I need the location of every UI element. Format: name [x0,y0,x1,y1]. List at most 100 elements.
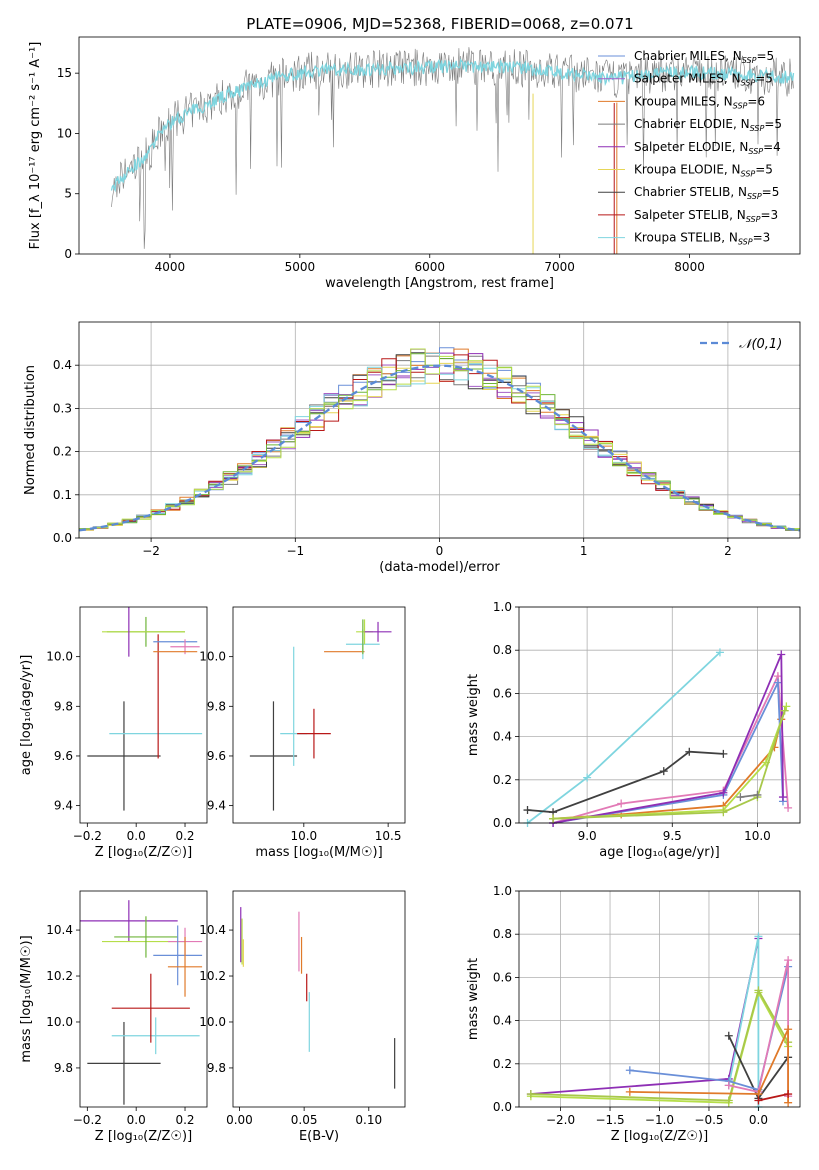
plot-area [526,932,793,1111]
x-tick-label: −0.5 [694,1113,723,1127]
y-tick-label: 9.4 [207,799,226,813]
x-tick-label: 10.5 [375,829,402,843]
y-tick-label: 9.8 [207,699,226,713]
x-tick-label: 10.0 [290,829,317,843]
figure-title: PLATE=0906, MJD=52368, FIBERID=0068, z=0… [246,15,633,33]
plot-area [79,347,800,538]
plus-marker [715,648,724,657]
plot-area [249,619,392,811]
y-tick-label: 9.4 [54,799,73,813]
plot-area [110,47,795,254]
legend-entry: Salpeter ELODIE, NSSP=4 [634,140,781,156]
x-axis-label: mass [log₁₀(M/M☉)] [255,845,382,860]
plus-marker [659,767,668,776]
y-axis-label: Flux [f_λ 10⁻¹⁷ erg cm⁻² s⁻¹ A⁻¹] [28,42,43,250]
plus-marker [784,803,793,812]
x-tick-label: −2.0 [546,1113,575,1127]
y-tick-label: 10 [57,126,72,140]
x-tick-label: −0.2 [73,1113,102,1127]
x-tick-label: −0.2 [73,829,102,843]
legend-entry: Salpeter MILES, NSSP=5 [634,72,773,88]
plot-area [523,648,793,827]
x-tick-label: 0.05 [291,1113,318,1127]
y-tick-label: 9.6 [54,749,73,763]
plus-marker [754,932,763,941]
y-tick-label: 1.0 [493,884,512,898]
y-tick-label: 0.8 [493,927,512,941]
plus-marker [724,1096,733,1105]
spectrum-data-line [111,47,794,249]
y-tick-label: 10.4 [199,923,226,937]
x-axis-label: E(B-V) [299,1129,339,1144]
x-tick-label: 9.5 [663,829,682,843]
y-tick-label: 10.4 [46,923,73,937]
y-tick-label: 0.4 [493,730,512,744]
errorbar-point [297,708,331,759]
y-tick-label: 10.0 [46,1015,73,1029]
histogram-step [79,348,800,538]
plus-marker [719,808,728,817]
y-tick-label: 9.8 [54,699,73,713]
x-axis-label: wavelength [Angstrom, rest frame] [325,276,554,291]
y-tick-label: 0.1 [53,488,72,502]
x-tick-label: 0.0 [749,1113,768,1127]
panel-5: −0.2 0.0 0.2 9.8 10.0 10.2 10.4 Z [log₁₀(Z/Z☉)]… [19,890,208,1144]
errorbar-point [167,936,203,997]
plus-marker [526,1090,535,1099]
x-tick-label: −1.0 [645,1113,674,1127]
plus-marker [754,986,763,995]
panel-3: 10.0 10.5 9.4 9.6 9.8 10.0 mass [log₁₀(M/M☉)] [199,606,406,860]
legend-entry: Salpeter STELIB, NSSP=3 [634,208,778,224]
panel-4: 9.0 9.5 10.0 0.0 0.2 0.4 0.6 0.8 1.0 age [log₁₀(a… [466,600,801,860]
x-tick-label: 6000 [414,260,445,274]
x-tick-label: 0.10 [355,1113,382,1127]
x-tick-label: 0.2 [175,829,194,843]
y-tick-label: 15 [57,66,72,80]
weight-line [553,710,786,820]
legend-entry: Kroupa MILES, NSSP=6 [634,94,765,110]
plot-area [87,607,203,811]
plus-marker [724,1031,733,1040]
y-tick-label: 0.0 [53,531,72,545]
weight-line [530,988,789,1102]
panel-6: 0.00 0.05 0.10 9.8 10.0 10.2 10.4 E(B-V) [199,890,406,1144]
plus-marker [724,1081,733,1090]
y-axis-label: age [log₁₀(age/yr)] [19,655,34,776]
plot-area [240,907,396,1089]
plus-marker [777,650,786,659]
y-axis-label: mass weight [466,674,481,756]
y-tick-label: 0.6 [493,686,512,700]
y-tick-label: 9.8 [207,1061,226,1075]
y-tick-label: 0.2 [493,773,512,787]
axes-frame [78,321,801,539]
x-tick-label: 0.2 [175,1113,194,1127]
y-tick-label: 9.6 [207,749,226,763]
plus-marker [625,1087,634,1096]
gaussian-curve [79,364,800,532]
weight-line [629,1028,789,1103]
plus-marker [719,749,728,758]
legend-entry: Chabrier STELIB, NSSP=5 [634,185,779,201]
y-tick-label: 0.4 [493,1014,512,1028]
x-axis-label: Z [log₁₀(Z/Z☉)] [611,1129,708,1144]
y-tick-label: 1.0 [493,600,512,614]
plus-marker [549,814,558,823]
errorbar-point [111,1017,200,1055]
weight-line [553,706,788,820]
plus-marker [617,799,626,808]
y-axis-label: mass [log₁₀(M/M☉)] [19,935,34,1062]
y-tick-label: 0.0 [493,1100,512,1114]
legend-entry: Kroupa STELIB, NSSP=3 [634,231,770,247]
errorbar-point [364,621,392,642]
x-tick-label: 0.0 [127,1113,146,1127]
axes-frame [78,36,801,255]
plus-marker [773,678,782,687]
plus-marker [784,956,793,965]
y-tick-label: 0.2 [493,1057,512,1071]
errorbar-point [153,925,203,986]
y-tick-label: 10.0 [199,650,226,664]
y-tick-label: 0 [64,247,72,261]
axes-frame [232,890,406,1108]
legend-entry: 𝒩(0,1) [739,337,782,352]
y-tick-label: 0.4 [53,358,72,372]
